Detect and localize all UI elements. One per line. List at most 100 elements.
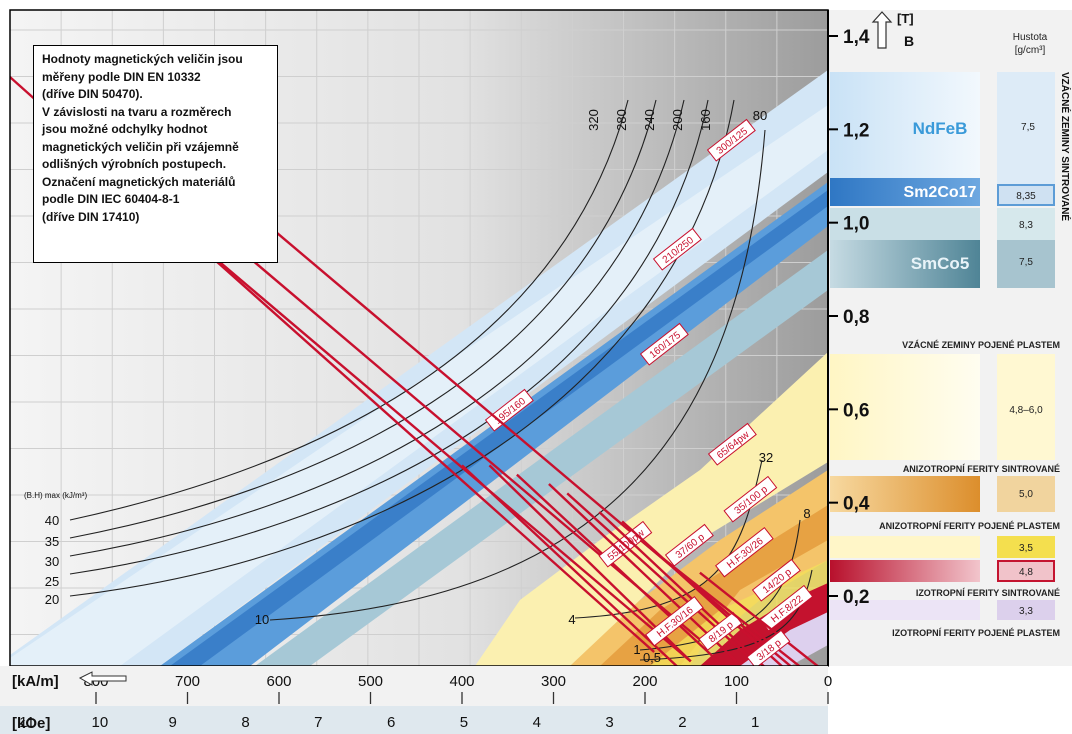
- note-line: V závislosti na tvaru a rozměrech: [42, 104, 232, 119]
- bh-curve-label: 0,5: [643, 650, 661, 665]
- density-header-2: [g/cm³]: [1015, 45, 1046, 56]
- bh-curve: [69, 99, 735, 597]
- density-ndfeb: 7,5: [1021, 122, 1035, 133]
- koe-tick-label: 1: [751, 714, 759, 731]
- note-line: (dříve DIN 50470).: [42, 87, 143, 101]
- x-tick-label: 300: [541, 673, 566, 690]
- x-axis-arrow-icon: [78, 671, 127, 686]
- label-aniso-sintered: ANIZOTROPNÍ FERITY SINTROVANÉ: [903, 464, 1060, 474]
- y-axis-symbol: B: [904, 33, 914, 49]
- measurement-note: Hodnoty magnetických veličin jsou měřeny…: [33, 45, 278, 263]
- density-aniso-bonded: 3,5: [1019, 543, 1033, 554]
- y-tick-label: 1,4: [843, 27, 870, 48]
- bh-curve-label: 80: [753, 108, 767, 123]
- demag-line: [662, 557, 802, 666]
- x-tick-label: 100: [724, 673, 749, 690]
- koe-tick-label: 9: [169, 714, 177, 731]
- density-sm2co17-b: 8,3: [1019, 220, 1033, 231]
- x-tick-label: 400: [449, 673, 474, 690]
- x-axis: 0100200300400500600700800: [83, 673, 832, 704]
- band-ndfeb-light: [10, 105, 828, 666]
- x-tick-label: 500: [358, 673, 383, 690]
- bh-curve-label: 320: [586, 109, 601, 131]
- y-axis-title: [T] B: [871, 11, 914, 49]
- y-tick-label: 1,0: [843, 214, 869, 235]
- bh-curve-label: 8: [803, 506, 810, 521]
- koe-tick-label: 6: [387, 714, 395, 731]
- material-ndfeb: NdFeB: [913, 119, 968, 138]
- x-tick-label: 600: [266, 673, 291, 690]
- note-line: jsou možné odchylky hodnot: [42, 122, 208, 136]
- density-iso-sintered-red: 4,8: [1019, 567, 1033, 578]
- note-line: magnetických veličin při vzájemně: [42, 139, 239, 154]
- bh-curve-label: 200: [670, 109, 685, 131]
- band-aniso-sint: [570, 470, 828, 666]
- demag-line: [566, 492, 761, 666]
- bh-curve-label: 40: [45, 513, 59, 528]
- material-sm2co17: Sm2Co17: [904, 184, 977, 201]
- bh-curve-label: 160: [698, 109, 713, 131]
- band-smco5: [255, 250, 828, 666]
- y-axis: 0,2 0,4 0,6 0,8 1,0 1,2 1,4: [827, 10, 870, 666]
- x-tick-label: 700: [175, 673, 200, 690]
- bh-curve: [639, 519, 801, 651]
- label-iso-sintered: IZOTROPNÍ FERITY SINTROVANÉ: [916, 588, 1060, 598]
- y-tick-label: 0,2: [843, 587, 869, 608]
- note-line: podle DIN IEC 60404-8-1: [42, 192, 180, 206]
- materials-panel: Hustota [g/cm³] NdFeB 7,5 Sm2Co17 8,35 8…: [830, 32, 1072, 638]
- demag-line: [598, 511, 766, 666]
- density-iso-sintered: 3,3: [1019, 606, 1033, 617]
- density-sm2co17: 8,35: [1016, 191, 1036, 202]
- koe-axis-label: [kOe]: [12, 715, 50, 732]
- koe-tick-label: 8: [241, 714, 249, 731]
- y-tick-label: 0,4: [843, 494, 870, 515]
- koe-tick-label: 7: [314, 714, 322, 731]
- koe-tick-label: 3: [605, 714, 613, 731]
- note-line: odlišných výrobních postupech.: [42, 157, 227, 171]
- bh-curves: [69, 99, 813, 661]
- bh-curve-label: 240: [642, 109, 657, 131]
- y-tick-label: 0,6: [843, 400, 869, 421]
- bh-curve: [269, 129, 766, 621]
- bh-curve-label: 25: [45, 574, 59, 589]
- demagnetization-lines: 300/125210/250195/160160/17565/64pw35/10…: [10, 75, 820, 666]
- bh-curve-label: 35: [45, 534, 59, 549]
- bh-curve-label: 280: [614, 109, 629, 131]
- bh-curve: [69, 99, 629, 521]
- bh-curve-label: 10: [255, 612, 269, 627]
- bh-curve: [69, 99, 685, 557]
- bh-curve: [69, 99, 657, 539]
- bh-curve-label: 20: [45, 592, 59, 607]
- density-bonded-re: 4,8–6,0: [1009, 405, 1043, 416]
- band-bonded-re: [475, 352, 828, 666]
- bh-curve-label: 30: [45, 554, 59, 569]
- demag-line: [699, 571, 820, 666]
- koe-axis: 1 2 3 4 5 6 7 8 9 10 11: [19, 714, 759, 731]
- density-aniso-sintered: 5,0: [1019, 489, 1033, 500]
- bh-curve-label: 4: [568, 612, 575, 627]
- note-line: Hodnoty magnetických veličin jsou: [42, 52, 243, 66]
- koe-tick-label: 11: [19, 714, 35, 731]
- label-bonded-re: VZÁCNÉ ZEMINY POJENÉ PLASTEM: [902, 340, 1060, 350]
- demag-line: [461, 464, 679, 666]
- note-line: Označení magnetických materiálů: [42, 174, 236, 189]
- label-aniso-bonded: ANIZOTROPNÍ FERITY POJENÉ PLASTEM: [879, 521, 1060, 531]
- note-line: měřeny podle DIN EN 10332: [42, 69, 201, 84]
- side-label-sintered-re: VZÁCNÉ ZEMINY SINTROVANÉ: [1059, 72, 1072, 221]
- koe-tick-label: 4: [533, 714, 541, 731]
- density-smco5: 7,5: [1019, 257, 1033, 268]
- x-tick-label: 0: [824, 673, 832, 690]
- bh-curve-label: 32: [759, 450, 773, 465]
- demag-line: [548, 483, 738, 663]
- x-tick-label: 200: [632, 673, 657, 690]
- note-line: (dříve DIN 17410): [42, 209, 140, 224]
- x-axis-label: [kA/m]: [12, 673, 59, 690]
- bh-curve: [69, 99, 709, 575]
- koe-tick-label: 2: [678, 714, 686, 731]
- koe-tick-label: 5: [460, 714, 468, 731]
- label-iso-bonded: IZOTROPNÍ FERITY POJENÉ PLASTEM: [892, 628, 1060, 638]
- bh-axis-label: (B.H) max (kJ/m³): [24, 491, 87, 500]
- density-header-1: Hustota: [1013, 32, 1048, 43]
- y-axis-unit: [T]: [897, 11, 914, 26]
